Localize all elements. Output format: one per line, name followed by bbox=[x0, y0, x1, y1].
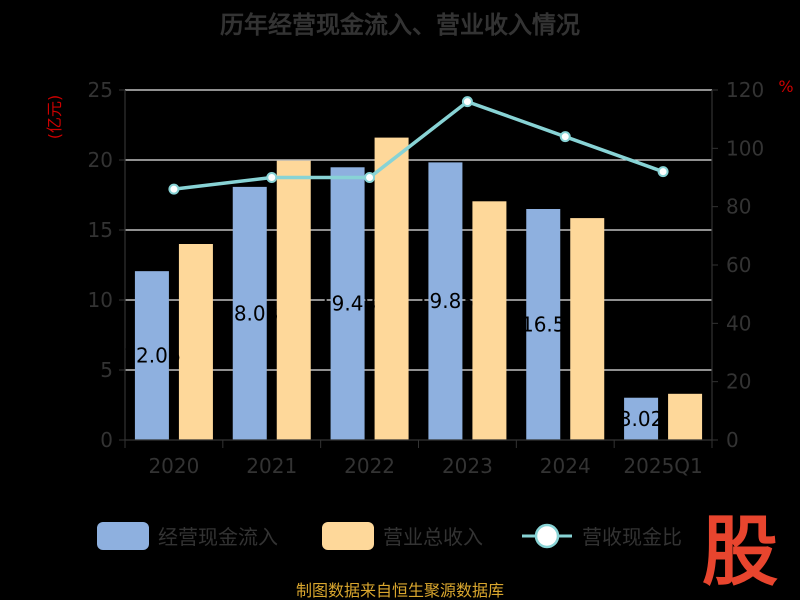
bar bbox=[134, 271, 169, 440]
ratio-line-point bbox=[461, 96, 473, 108]
x-tick-label: 2025Q1 bbox=[623, 454, 702, 478]
bar bbox=[472, 201, 507, 440]
ratio-line-point bbox=[559, 131, 571, 143]
ratio-line-point bbox=[364, 172, 376, 183]
left-tick-label: 0 bbox=[100, 428, 113, 452]
left-tick-label: 20 bbox=[88, 148, 113, 172]
right-tick-label: 120 bbox=[726, 78, 764, 102]
left-axis-unit: (亿元) bbox=[45, 95, 64, 140]
ratio-line-point bbox=[657, 166, 669, 178]
legend: 经营现金流入 营业总收入 营收现金比 bbox=[97, 522, 682, 550]
ratio-line-point bbox=[168, 183, 180, 195]
bar-data-label: 19.48 bbox=[319, 292, 376, 316]
bar bbox=[178, 244, 213, 440]
legend-swatch-revenue bbox=[322, 522, 374, 550]
right-tick-label: 80 bbox=[726, 195, 751, 219]
bar bbox=[526, 209, 561, 440]
bars bbox=[134, 137, 703, 440]
x-tick-label: 2024 bbox=[540, 454, 591, 478]
source-note: 制图数据来自恒生聚源数据库 bbox=[296, 581, 504, 600]
bar-data-label: 12.06 bbox=[123, 344, 180, 368]
ratio-line-path bbox=[173, 99, 664, 191]
ratio-line bbox=[168, 96, 669, 195]
right-tick-label: 100 bbox=[726, 136, 764, 160]
bar bbox=[374, 137, 409, 440]
right-tick-label: 60 bbox=[726, 253, 751, 277]
bar bbox=[330, 167, 365, 440]
right-axis-unit: % bbox=[778, 77, 793, 96]
x-tick-label: 2023 bbox=[442, 454, 493, 478]
x-tick-label: 2020 bbox=[148, 454, 199, 478]
legend-label-ratio: 营收现金比 bbox=[582, 525, 682, 549]
legend-label-revenue: 营业总收入 bbox=[383, 525, 483, 549]
bar bbox=[232, 186, 267, 440]
ratio-line-point bbox=[266, 172, 278, 183]
bar bbox=[276, 160, 311, 440]
right-tick-label: 0 bbox=[726, 428, 739, 452]
legend-label-cash-inflow: 经营现金流入 bbox=[158, 525, 278, 549]
right-tick-label: 40 bbox=[726, 311, 751, 335]
right-tick-label: 20 bbox=[726, 370, 751, 394]
watermark-logo: 股 bbox=[702, 507, 778, 596]
chart-title: 历年经营现金流入、营业收入情况 bbox=[220, 11, 580, 39]
bar-data-label: 18.08 bbox=[221, 301, 278, 325]
grid-lines bbox=[125, 89, 712, 371]
bar-data-label: 19.83 bbox=[417, 289, 474, 313]
tick-labels: 0 5 10 15 20 25 0 20 40 60 80 100 120 2020 2021 2022 202… bbox=[88, 78, 765, 478]
bar-data-label: 16.5 bbox=[521, 313, 566, 337]
left-tick-label: 5 bbox=[100, 358, 113, 382]
bar bbox=[570, 218, 605, 440]
bar-data-label: 3.02 bbox=[619, 407, 664, 431]
bar bbox=[428, 162, 463, 440]
left-tick-label: 10 bbox=[88, 288, 113, 312]
legend-swatch-cash-inflow bbox=[97, 522, 149, 550]
x-tick-label: 2022 bbox=[344, 454, 395, 478]
axes bbox=[119, 89, 718, 448]
left-tick-label: 15 bbox=[88, 218, 113, 242]
legend-marker-ratio bbox=[534, 523, 560, 549]
x-tick-label: 2021 bbox=[246, 454, 297, 478]
left-tick-label: 25 bbox=[88, 78, 113, 102]
bar bbox=[668, 393, 703, 440]
bar bbox=[624, 397, 659, 440]
data-labels: 12.06 18.08 19.48 19.83 16.5 3.02 bbox=[123, 289, 663, 431]
